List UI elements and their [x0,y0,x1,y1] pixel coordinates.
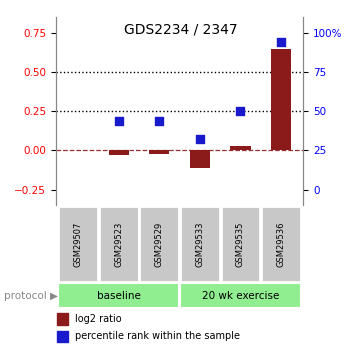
FancyBboxPatch shape [180,284,301,308]
Text: GSM29523: GSM29523 [114,221,123,267]
FancyBboxPatch shape [180,206,220,282]
Bar [271,49,291,150]
FancyBboxPatch shape [58,206,98,282]
Text: GSM29535: GSM29535 [236,221,245,267]
Bar [109,150,129,155]
Text: GSM29533: GSM29533 [195,221,204,267]
Text: 20 wk exercise: 20 wk exercise [202,291,279,301]
Text: protocol ▶: protocol ▶ [4,291,58,301]
Bar [57,331,68,342]
Point [116,118,122,124]
Text: baseline: baseline [97,291,141,301]
Text: GSM29529: GSM29529 [155,221,164,267]
FancyBboxPatch shape [139,206,179,282]
FancyBboxPatch shape [99,206,139,282]
Text: GSM29536: GSM29536 [277,221,286,267]
Bar [149,150,169,154]
FancyBboxPatch shape [261,206,301,282]
Text: GDS2234 / 2347: GDS2234 / 2347 [124,22,237,37]
Text: GSM29507: GSM29507 [74,221,83,267]
Point [238,108,243,114]
Bar [230,146,251,150]
Point [278,40,284,45]
Bar [190,150,210,168]
Text: log2 ratio: log2 ratio [75,314,122,324]
Bar [57,314,68,325]
FancyBboxPatch shape [58,284,179,308]
Point [197,137,203,142]
Text: percentile rank within the sample: percentile rank within the sample [75,331,240,341]
FancyBboxPatch shape [221,206,260,282]
Point [156,118,162,124]
